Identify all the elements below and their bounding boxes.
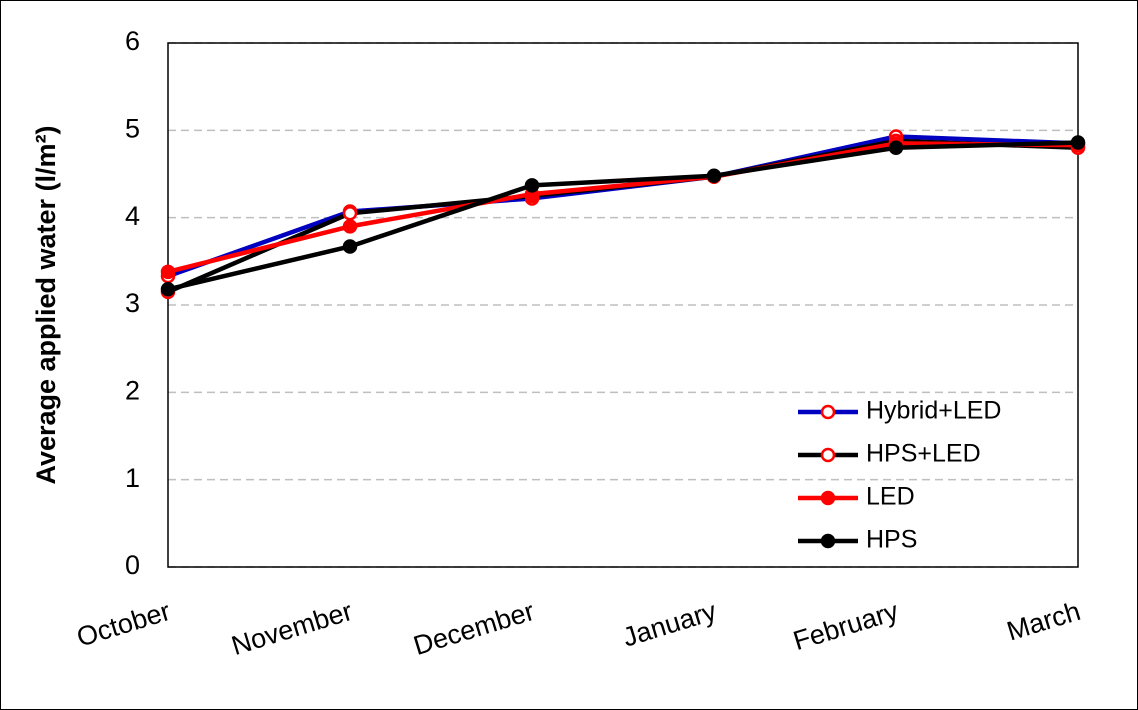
y-tick-label: 0 [125,550,140,580]
legend-label: HPS [866,526,917,554]
data-point [1070,135,1086,150]
legend-marker [820,533,836,549]
y-tick-label: 5 [125,113,140,143]
legend-marker [820,447,836,463]
y-tick-label: 1 [125,463,140,493]
y-tick-label: 6 [125,26,140,56]
legend-marker [820,490,836,506]
data-point [160,282,176,297]
plot-area [167,42,1079,568]
legend-marker [820,404,836,420]
y-tick-label: 4 [125,201,140,231]
legend-label: LED [866,483,915,511]
data-point [524,178,540,193]
data-point [888,140,904,156]
data-point [160,264,176,280]
y-axis-title: Average applied water (l/m²) [31,125,61,484]
data-point [342,219,358,234]
series-line [167,141,1079,274]
data-point [706,168,722,183]
legend-label: HPS+LED [866,440,981,468]
data-point [342,239,358,254]
y-tick-label: 3 [125,288,140,318]
series-line [167,140,1079,292]
data-point [342,206,358,221]
y-tick-label: 2 [125,375,140,405]
legend-label: Hybrid+LED [866,397,1001,425]
